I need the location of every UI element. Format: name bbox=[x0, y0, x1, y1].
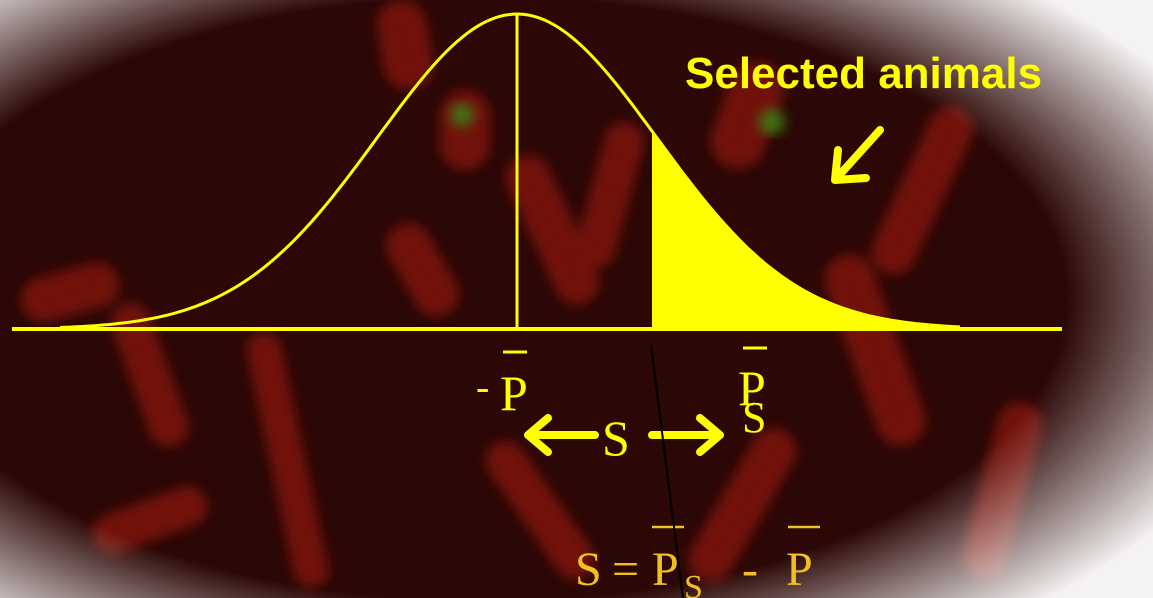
formula-lhs: S bbox=[575, 543, 602, 596]
mean-symbol: P bbox=[500, 365, 528, 421]
page: Selected animals - P P S S S = P S - P (… bbox=[0, 0, 1153, 598]
diagram: Selected animals - P P S S S = P S - P bbox=[0, 0, 1153, 598]
selected-mean-subscript: S bbox=[742, 393, 766, 442]
formula-term1: P bbox=[652, 543, 679, 596]
formula-minus: - bbox=[742, 543, 758, 596]
formula-term1-subscript: S bbox=[684, 569, 703, 598]
formula-equals: = bbox=[612, 543, 639, 596]
mean-prefix: - bbox=[476, 364, 489, 409]
formula-term2: P bbox=[786, 543, 813, 596]
differential-symbol: S bbox=[602, 410, 630, 466]
callout: Selected animals bbox=[685, 49, 1042, 98]
